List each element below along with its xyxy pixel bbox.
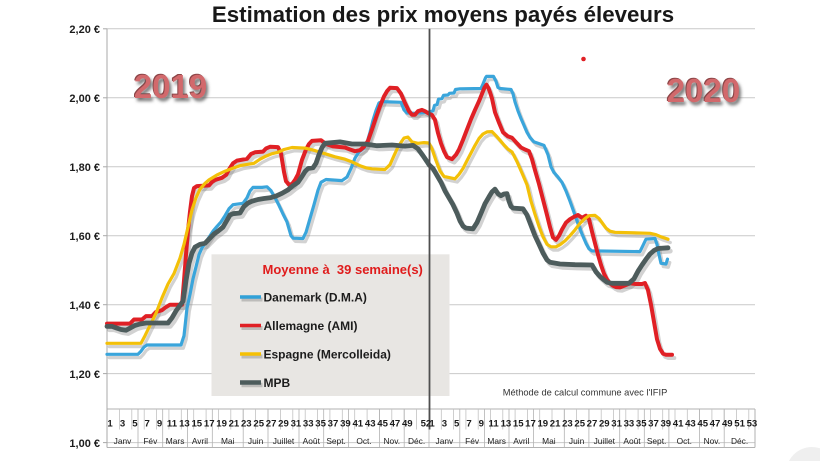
svg-text:19: 19 [537,419,548,430]
svg-text:31: 31 [291,419,302,430]
svg-text:43: 43 [365,419,376,430]
svg-text:2,00 €: 2,00 € [69,93,100,105]
svg-text:2019: 2019 [134,68,207,105]
svg-text:49: 49 [722,419,733,430]
svg-text:29: 29 [599,419,610,430]
svg-text:Août: Août [303,436,321,446]
svg-text:27: 27 [587,419,598,430]
svg-text:41: 41 [673,419,684,430]
svg-text:Espagne (Mercolleida): Espagne (Mercolleida) [264,348,391,362]
svg-text:17: 17 [525,419,536,430]
svg-text:Janv: Janv [114,436,133,446]
svg-text:33: 33 [303,419,314,430]
svg-text:Juin: Juin [569,436,585,446]
svg-text:Avril: Avril [192,436,208,446]
svg-text:13: 13 [501,419,512,430]
svg-text:Juillet: Juillet [594,436,616,446]
svg-text:39: 39 [340,419,351,430]
svg-text:9: 9 [157,419,162,430]
svg-text:Mars: Mars [166,436,185,446]
svg-text:37: 37 [648,419,659,430]
svg-text:Mars: Mars [487,436,506,446]
svg-text:Sept.: Sept. [326,436,346,446]
svg-text:11: 11 [489,419,500,430]
svg-text:11: 11 [167,419,178,430]
svg-text:41: 41 [352,419,363,430]
svg-text:27: 27 [266,419,277,430]
svg-text:Fév: Fév [465,436,480,446]
svg-text:53: 53 [747,419,758,430]
svg-text:Déc.: Déc. [731,436,748,446]
svg-text:9: 9 [479,419,484,430]
svg-text:43: 43 [685,419,696,430]
svg-text:1,20 €: 1,20 € [69,369,100,381]
svg-text:Danemark (D.M.A): Danemark (D.M.A) [264,291,367,305]
svg-text:39: 39 [660,419,671,430]
svg-text:Juin: Juin [248,436,264,446]
svg-text:Avril: Avril [513,436,529,446]
svg-text:17: 17 [204,419,215,430]
svg-text:MPB: MPB [264,376,291,390]
svg-text:3: 3 [120,419,125,430]
svg-text:15: 15 [513,419,524,430]
svg-text:23: 23 [241,419,252,430]
svg-text:Moyenne à 39 semaine(s): Moyenne à 39 semaine(s) [262,262,422,277]
svg-text:21: 21 [550,419,561,430]
svg-text:2,20 €: 2,20 € [69,24,100,36]
svg-text:Juillet: Juillet [273,436,295,446]
svg-text:47: 47 [390,419,401,430]
svg-text:33: 33 [624,419,635,430]
svg-text:Mai: Mai [542,436,556,446]
svg-text:Allemagne (AMI): Allemagne (AMI) [264,319,358,333]
svg-text:21: 21 [229,419,240,430]
svg-text:35: 35 [315,419,326,430]
svg-text:19: 19 [216,419,227,430]
svg-text:45: 45 [377,419,388,430]
svg-text:1,40 €: 1,40 € [69,300,100,312]
svg-text:5: 5 [454,419,460,430]
svg-text:Fév: Fév [143,436,158,446]
svg-text:29: 29 [278,419,289,430]
svg-text:15: 15 [191,419,202,430]
svg-text:Estimation des prix moyens pay: Estimation des prix moyens payés éleveur… [212,2,674,27]
svg-text:2020: 2020 [667,72,740,109]
svg-text:52: 52 [421,419,432,430]
svg-text:Nov.: Nov. [383,436,400,446]
svg-text:Mai: Mai [221,436,235,446]
svg-text:1,80 €: 1,80 € [69,162,100,174]
svg-text:1,00 €: 1,00 € [69,438,100,450]
svg-text:3: 3 [442,419,447,430]
svg-text:Méthode de calcul commune avec: Méthode de calcul commune avec l'IFIP [503,388,668,398]
svg-text:Janv: Janv [436,436,455,446]
svg-text:1: 1 [429,419,435,430]
svg-text:Nov.: Nov. [704,436,721,446]
svg-text:49: 49 [402,419,413,430]
svg-text:7: 7 [466,419,471,430]
svg-text:Sept.: Sept. [647,436,667,446]
svg-text:Oct.: Oct. [677,436,692,446]
svg-text:Déc.: Déc. [408,436,425,446]
svg-text:Oct.: Oct. [356,436,371,446]
svg-text:45: 45 [697,419,708,430]
svg-text:13: 13 [179,419,190,430]
svg-text:25: 25 [253,419,264,430]
svg-text:1,60 €: 1,60 € [69,231,100,243]
svg-text:1: 1 [107,419,113,430]
svg-text:7: 7 [145,419,150,430]
svg-text:31: 31 [611,419,622,430]
svg-text:37: 37 [328,419,339,430]
svg-text:25: 25 [574,419,585,430]
svg-text:5: 5 [132,419,138,430]
svg-text:35: 35 [636,419,647,430]
svg-text:47: 47 [710,419,721,430]
svg-text:23: 23 [562,419,573,430]
svg-text:51: 51 [734,419,745,430]
svg-text:Août: Août [623,436,641,446]
